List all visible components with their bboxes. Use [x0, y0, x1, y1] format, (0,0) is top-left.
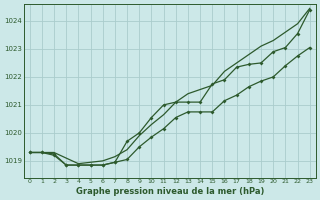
X-axis label: Graphe pression niveau de la mer (hPa): Graphe pression niveau de la mer (hPa) [76, 187, 264, 196]
